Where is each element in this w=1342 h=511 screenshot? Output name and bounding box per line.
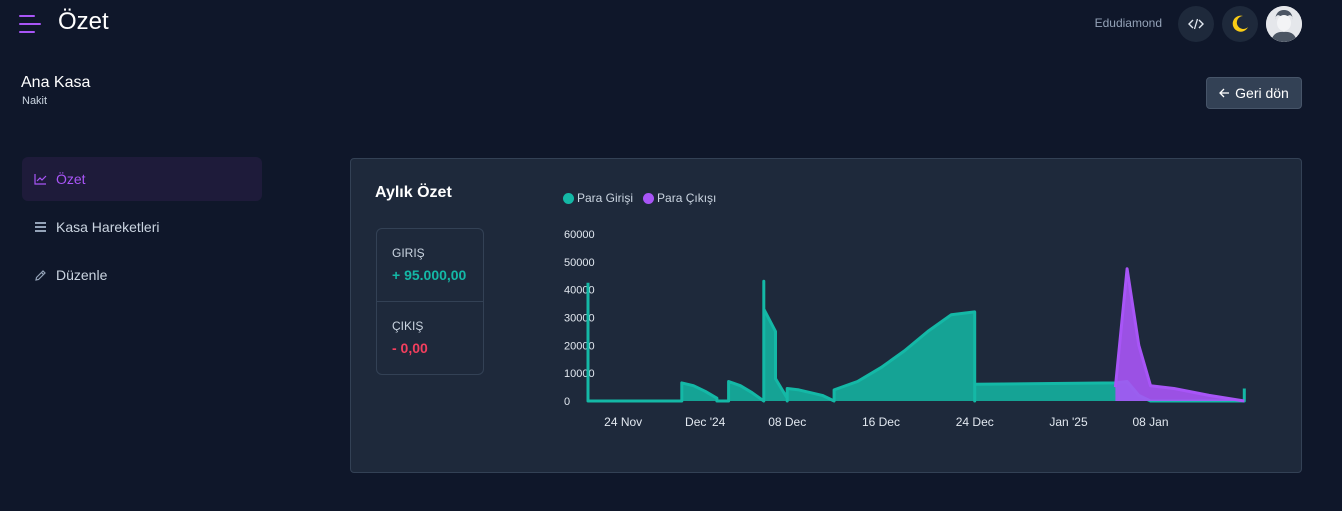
chart-legend: Para Girişi Para Çıkışı	[563, 191, 716, 205]
sidebar-item-label: Özet	[56, 171, 86, 187]
y-tick-label: 40000	[564, 285, 595, 297]
y-tick-label: 20000	[564, 340, 595, 352]
moon-icon	[1232, 15, 1248, 32]
x-tick-label: Dec '24	[685, 415, 726, 429]
legend-item-income[interactable]: Para Girişi	[563, 191, 633, 205]
card-title: Aylık Özet	[375, 184, 452, 201]
legend-item-expense[interactable]: Para Çıkışı	[643, 191, 716, 205]
y-tick-label: 10000	[564, 368, 595, 380]
sidebar-item-ozet[interactable]: Özet	[22, 157, 262, 201]
y-tick-label: 50000	[564, 257, 595, 269]
page-title: Özet	[58, 8, 109, 35]
legend-label-income: Para Girişi	[577, 191, 634, 205]
x-tick-label: 24 Nov	[604, 415, 642, 429]
expense-value: - 0,00	[392, 340, 428, 356]
legend-label-expense: Para Çıkışı	[657, 191, 717, 205]
income-label: GIRIŞ	[392, 246, 425, 260]
income-stat: GIRIŞ + 95.000,00	[392, 246, 466, 283]
series-line-expense	[1113, 267, 1245, 403]
arrow-left-icon	[1219, 88, 1230, 98]
stats-divider	[377, 301, 483, 302]
x-tick-label: 08 Dec	[768, 415, 806, 429]
y-tick-label: 0	[564, 396, 570, 408]
sidebar-nav: Özet Kasa Hareketleri Düzenle	[22, 157, 262, 301]
x-tick-label: 24 Dec	[956, 415, 994, 429]
expense-label: ÇIKIŞ	[392, 319, 424, 333]
code-icon	[1188, 18, 1204, 30]
expense-stat: ÇIKIŞ - 0,00	[392, 319, 428, 356]
income-value: + 95.000,00	[392, 267, 467, 283]
legend-dot-income	[563, 192, 574, 204]
sidebar-item-duzenle[interactable]: Düzenle	[22, 253, 262, 297]
x-tick-label: 16 Dec	[862, 415, 900, 429]
y-tick-label: 30000	[564, 313, 595, 325]
series-line-income	[586, 279, 1246, 403]
cashbox-type: Nakit	[22, 95, 48, 107]
series-area-expense	[1115, 268, 1245, 401]
y-tick-label: 60000	[564, 229, 595, 241]
back-button-label: Geri dön	[1235, 85, 1289, 101]
hamburger-icon[interactable]	[19, 14, 41, 34]
stats-box: GIRIŞ + 95.000,00 ÇIKIŞ - 0,00	[376, 228, 484, 375]
sidebar-item-label: Kasa Hareketleri	[56, 219, 160, 235]
cashbox-name: Ana Kasa	[21, 74, 91, 91]
theme-toggle-button[interactable]	[1222, 6, 1258, 42]
back-button[interactable]: Geri dön	[1206, 77, 1302, 109]
x-tick-label: 08 Jan	[1133, 415, 1169, 429]
username[interactable]: Edudiamond	[1094, 16, 1162, 30]
area-chart: 60000 50000 40000 30000 20000 10000 0 24 Nov Dec…	[564, 229, 1246, 429]
top-bar: Özet Edudiamond	[0, 0, 1342, 50]
summary-card: Aylık Özet GIRIŞ + 95.000,00 ÇIKIŞ - 0,0…	[350, 158, 1302, 473]
chart-icon	[34, 174, 47, 185]
sidebar-item-kasa-hareketleri[interactable]: Kasa Hareketleri	[22, 205, 262, 249]
legend-dot-expense	[643, 192, 655, 204]
pencil-icon	[35, 269, 46, 281]
code-button[interactable]	[1178, 6, 1214, 42]
list-icon	[35, 222, 46, 232]
x-tick-label: Jan '25	[1049, 415, 1088, 429]
sidebar-item-label: Düzenle	[56, 267, 108, 283]
avatar[interactable]	[1266, 6, 1302, 42]
